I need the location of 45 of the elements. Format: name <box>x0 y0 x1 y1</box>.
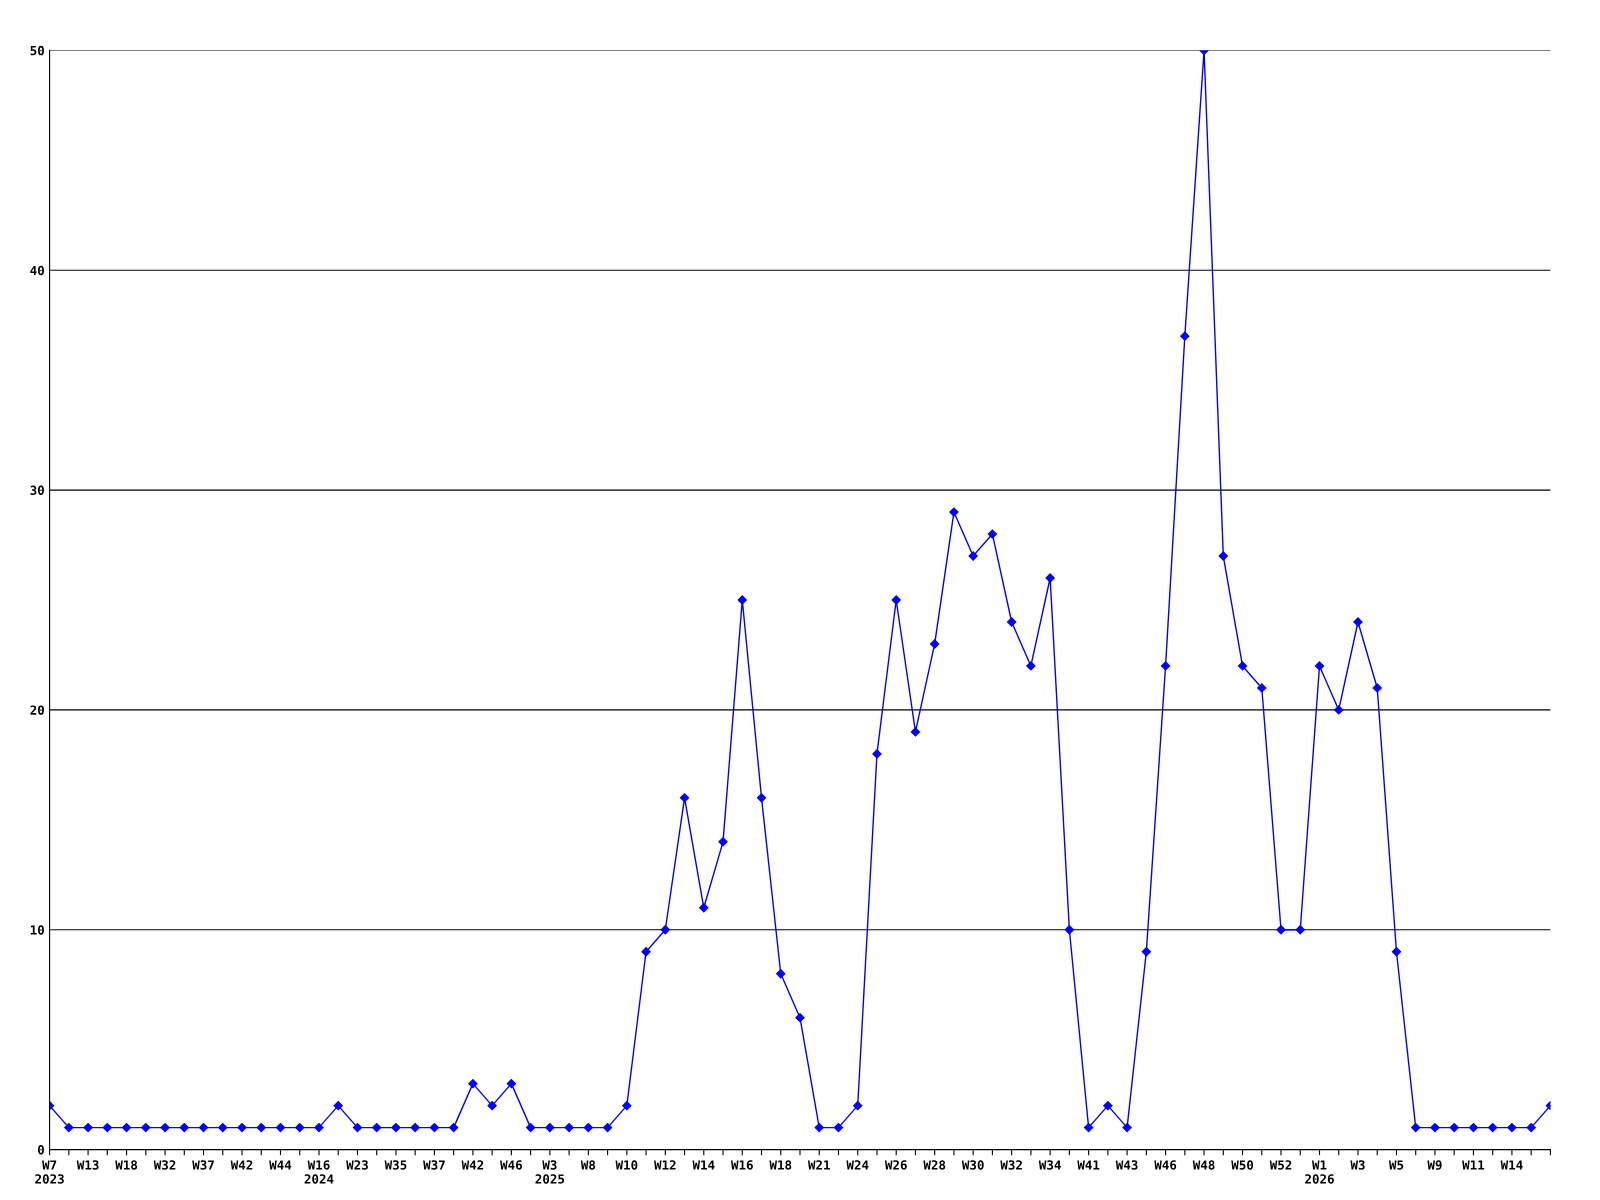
x-tick-label: W18 <box>769 1160 792 1170</box>
x-tick-label: W8 <box>580 1160 596 1170</box>
x-tick-label: W48 <box>1192 1160 1215 1170</box>
x-tick-label: W35 <box>384 1160 407 1170</box>
x-tick-label: W32 <box>153 1160 176 1170</box>
x-tick-label: W46 <box>500 1160 522 1170</box>
x-tick-label: W37 <box>192 1160 214 1170</box>
x-tick-label: W10 <box>615 1160 638 1170</box>
x-tick-label: W42 <box>461 1160 484 1170</box>
x-tick-label: W18 <box>115 1160 138 1170</box>
x-tick-label: W43 <box>1115 1160 1138 1170</box>
x-tick-label: W46 <box>1154 1160 1177 1170</box>
y-tick-label: 20 <box>30 705 44 715</box>
x-tick-label: W32 <box>1000 1160 1022 1170</box>
x-tick-label: W13 <box>76 1160 99 1170</box>
x-tick-label: W14 <box>1500 1160 1523 1170</box>
x-tick-label: W21 <box>807 1160 830 1170</box>
x-tick-label: W12 <box>654 1160 676 1170</box>
x-tick-label: W11 <box>1462 1160 1485 1170</box>
x-tick-label: W26 <box>884 1160 907 1170</box>
x-tick-label: W37 <box>423 1160 445 1170</box>
x-tick-label: W50 <box>1231 1160 1254 1170</box>
x-tick-label: W3 <box>1350 1160 1365 1170</box>
x-tick-label: W23 <box>346 1160 368 1170</box>
x-tick-label: W16 2024 <box>304 1160 334 1184</box>
x-tick-label: W42 <box>230 1160 253 1170</box>
y-tick-label: 50 <box>30 45 44 56</box>
x-tick-label: W30 <box>961 1160 984 1170</box>
x-tick-label: W44 <box>269 1160 292 1170</box>
x-tick-label: W7 2023 <box>35 1160 64 1184</box>
x-tick-label: W5 <box>1388 1160 1404 1170</box>
x-tick-label: W3 2025 <box>535 1160 565 1184</box>
x-tick-label: W41 <box>1077 1160 1100 1170</box>
x-tick-label: W14 <box>692 1160 715 1170</box>
x-tick-label: W9 <box>1427 1160 1442 1170</box>
y-tick-label: 0 <box>37 1145 44 1155</box>
x-tick-label: W52 <box>1269 1160 1292 1170</box>
y-tick-label: 40 <box>30 265 44 276</box>
x-tick-label: W1 2026 <box>1305 1160 1334 1184</box>
x-tick-label: W16 <box>730 1160 753 1170</box>
y-tick-label: 30 <box>30 485 44 496</box>
x-tick-label: W24 <box>846 1160 869 1170</box>
x-tick-label: W28 <box>923 1160 946 1170</box>
y-tick-label: 10 <box>30 925 44 935</box>
x-tick-label: W34 <box>1038 1160 1061 1170</box>
